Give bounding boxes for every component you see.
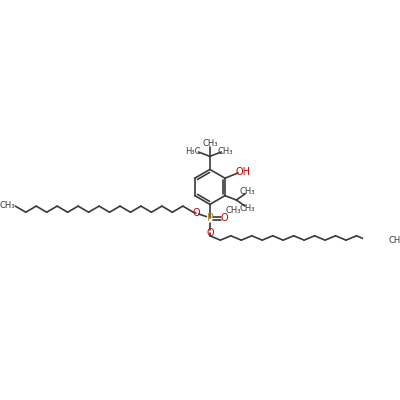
Text: CH₃: CH₃ xyxy=(202,139,218,148)
Text: H₃C: H₃C xyxy=(186,147,201,156)
Text: OH: OH xyxy=(236,167,251,177)
Text: CH₃: CH₃ xyxy=(240,187,256,196)
Text: CH₃: CH₃ xyxy=(240,204,256,213)
Text: P: P xyxy=(206,213,213,223)
Text: CH₃: CH₃ xyxy=(388,236,400,245)
Text: O: O xyxy=(192,208,200,218)
Text: O: O xyxy=(206,228,214,238)
Text: CH₃: CH₃ xyxy=(0,201,15,210)
Text: CH₃: CH₃ xyxy=(218,147,233,156)
Text: CH₃: CH₃ xyxy=(226,206,242,215)
Text: O: O xyxy=(221,213,228,223)
